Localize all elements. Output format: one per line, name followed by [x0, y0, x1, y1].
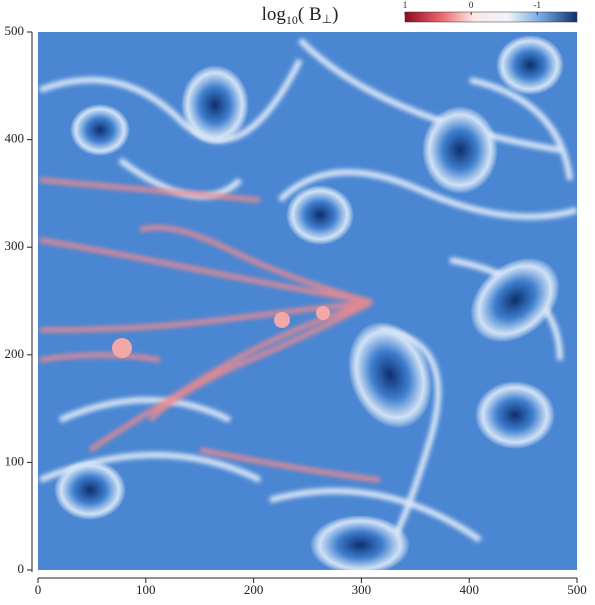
colorbar-tick-label: -1 — [534, 0, 542, 10]
colorbar-tick-label: 0 — [469, 0, 474, 10]
y-tick-label: 300 — [5, 238, 25, 253]
x-tick-label: 300 — [352, 582, 372, 597]
y-tick-label: 0 — [18, 561, 25, 576]
y-tick-label: 400 — [5, 131, 25, 146]
y-tick-label: 100 — [5, 453, 25, 468]
x-tick-label: 200 — [244, 582, 264, 597]
title-part: ⊥ — [322, 12, 332, 26]
chart-title: log10( B⊥) — [262, 4, 339, 26]
colorbar-tick-label: 1 — [403, 0, 408, 10]
y-tick-label: 200 — [5, 346, 25, 361]
x-tick-label: 0 — [35, 582, 42, 597]
field — [38, 32, 577, 570]
x-tick-label: 500 — [567, 582, 587, 597]
x-tick-label: 400 — [459, 582, 479, 597]
title-part: log — [262, 4, 287, 25]
title-part: ) — [332, 4, 338, 25]
colorbar — [404, 11, 578, 23]
y-tick-label: 500 — [5, 23, 25, 38]
x-tick-label: 100 — [136, 582, 156, 597]
title-part: ( B — [298, 4, 322, 25]
title-part: 10 — [286, 13, 298, 27]
